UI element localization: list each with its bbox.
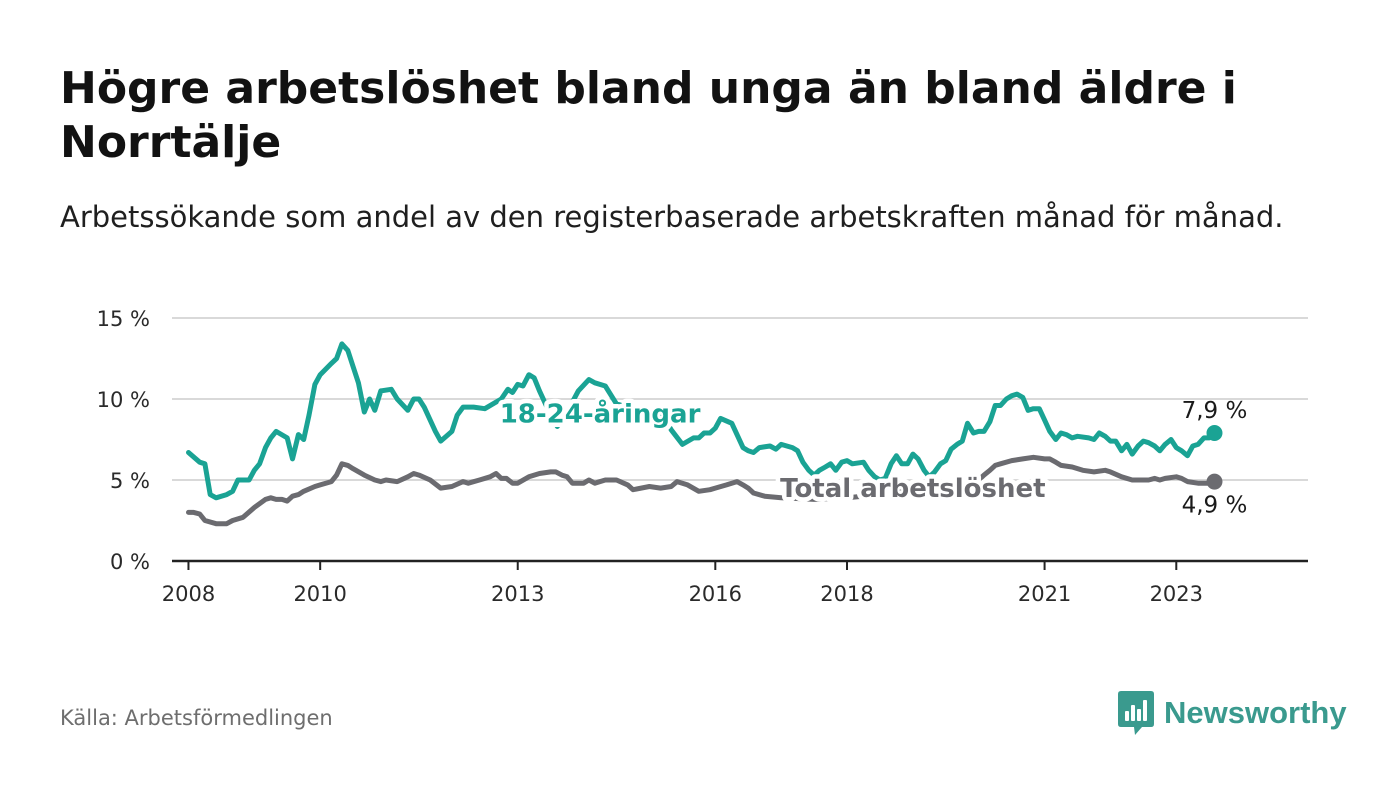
series-line-youth [186, 341, 1217, 501]
series-label-youth: 18-24-åringar [500, 398, 701, 430]
x-tick-label: 2018 [820, 582, 873, 606]
y-tick-label: 15 % [97, 307, 150, 331]
x-tick-label: 2008 [162, 582, 215, 606]
y-tick-label: 0 % [110, 550, 150, 574]
series-line-total [186, 454, 1217, 527]
x-tick-label: 2013 [491, 582, 544, 606]
newsworthy-logo-text: Newsworthy [1164, 695, 1347, 730]
x-axis: 2008 2010 2013 2016 2018 2021 2023 [162, 559, 1308, 606]
y-tick-label: 5 % [110, 469, 150, 493]
y-tick-label: 10 % [97, 388, 150, 412]
end-markers: 7,9 % 4,9 % [1182, 398, 1248, 519]
source-note: Källa: Arbetsförmedlingen [60, 706, 333, 730]
x-tick-label: 2023 [1150, 582, 1203, 606]
series-lines [186, 341, 1217, 527]
x-tick-label: 2021 [1018, 582, 1071, 606]
x-tick-label: 2016 [689, 582, 742, 606]
chart-subtitle: Arbetssökande som andel av den registerb… [60, 200, 1284, 234]
newsworthy-logo[interactable]: Newsworthy [1118, 690, 1347, 736]
end-marker-youth [1206, 425, 1223, 442]
end-marker-total [1206, 473, 1223, 490]
x-tick-label: 2010 [293, 582, 346, 606]
y-axis-labels: 0 % 5 % 10 % 15 % [97, 307, 150, 574]
chart-title: Högre arbetslöshet bland unga än bland ä… [60, 63, 1237, 168]
series-label-total: Total arbetslöshet [780, 474, 1045, 504]
end-value-label-youth: 7,9 % [1182, 398, 1248, 424]
newsworthy-logo-icon [1118, 691, 1154, 735]
end-value-label-total: 4,9 % [1182, 493, 1248, 519]
series-labels: 18-24-åringar Total arbetslöshet [495, 393, 1050, 509]
